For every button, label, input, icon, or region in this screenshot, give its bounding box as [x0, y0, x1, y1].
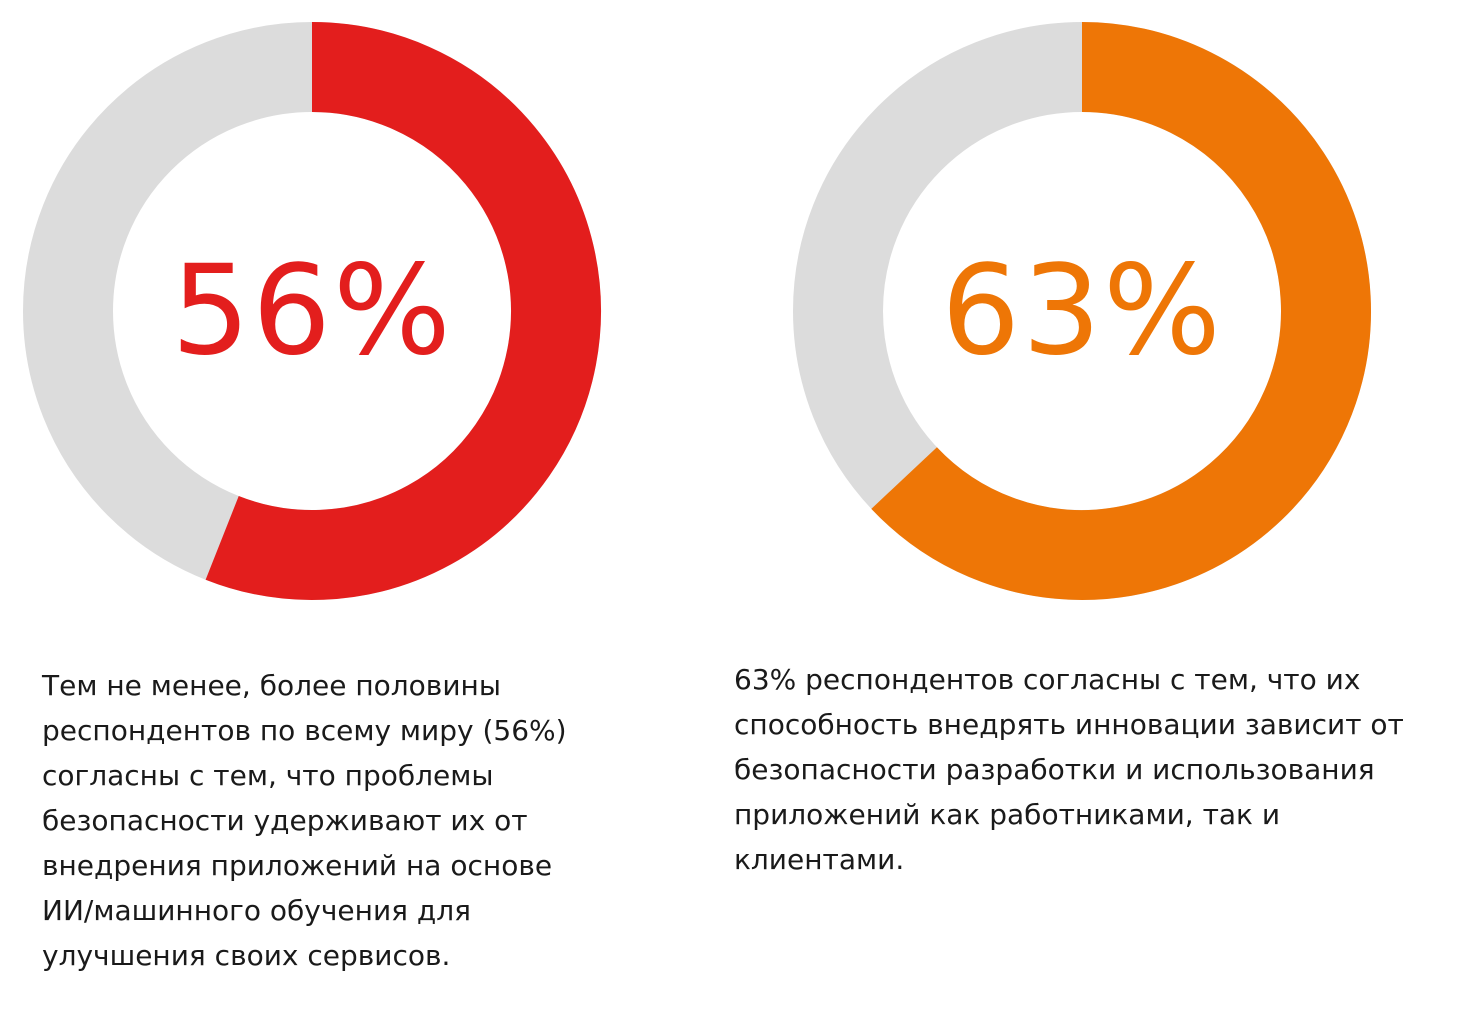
- donut-svg-right: [793, 22, 1371, 600]
- donut-chart-left: 56%: [22, 21, 602, 601]
- caption-right-line-5: клиентами.: [734, 843, 905, 876]
- donut-chart-right: 63%: [792, 21, 1372, 601]
- caption-right: 63% респондентов согласны с тем, что их …: [734, 657, 1454, 882]
- caption-left-line-4: безопасности удерживают их от: [42, 804, 528, 837]
- donut-percent-label-right: 63%: [941, 239, 1223, 383]
- chart-panel-right: 63% 63% респондентов согласны с тем, что…: [700, 0, 1468, 1016]
- caption-right-line-1: 63% респондентов согласны с тем, что их: [734, 663, 1361, 696]
- caption-left-line-3: согласны с тем, что проблемы: [42, 759, 494, 792]
- caption-right-line-2: способность внедрять инновации зависит о…: [734, 708, 1404, 741]
- caption-left: Тем не менее, более половины респонденто…: [42, 663, 682, 978]
- caption-left-line-1: Тем не менее, более половины: [42, 669, 501, 702]
- caption-left-line-2: респондентов по всему миру (56%): [42, 714, 567, 747]
- donut-value-slice-left: [205, 22, 601, 600]
- donut-svg-left: [23, 22, 601, 600]
- caption-left-line-7: улучшения своих сервисов.: [42, 939, 451, 972]
- chart-panel-left: 56% Тем не менее, более половины респонд…: [0, 0, 700, 1016]
- caption-left-line-5: внедрения приложений на основе: [42, 849, 553, 882]
- caption-right-line-4: приложений как работниками, так и: [734, 798, 1281, 831]
- caption-left-line-6: ИИ/машинного обучения для: [42, 894, 471, 927]
- donut-percent-label-left: 56%: [171, 239, 453, 383]
- donut-value-slice-right: [871, 22, 1371, 600]
- caption-right-line-3: безопасности разработки и использования: [734, 753, 1375, 786]
